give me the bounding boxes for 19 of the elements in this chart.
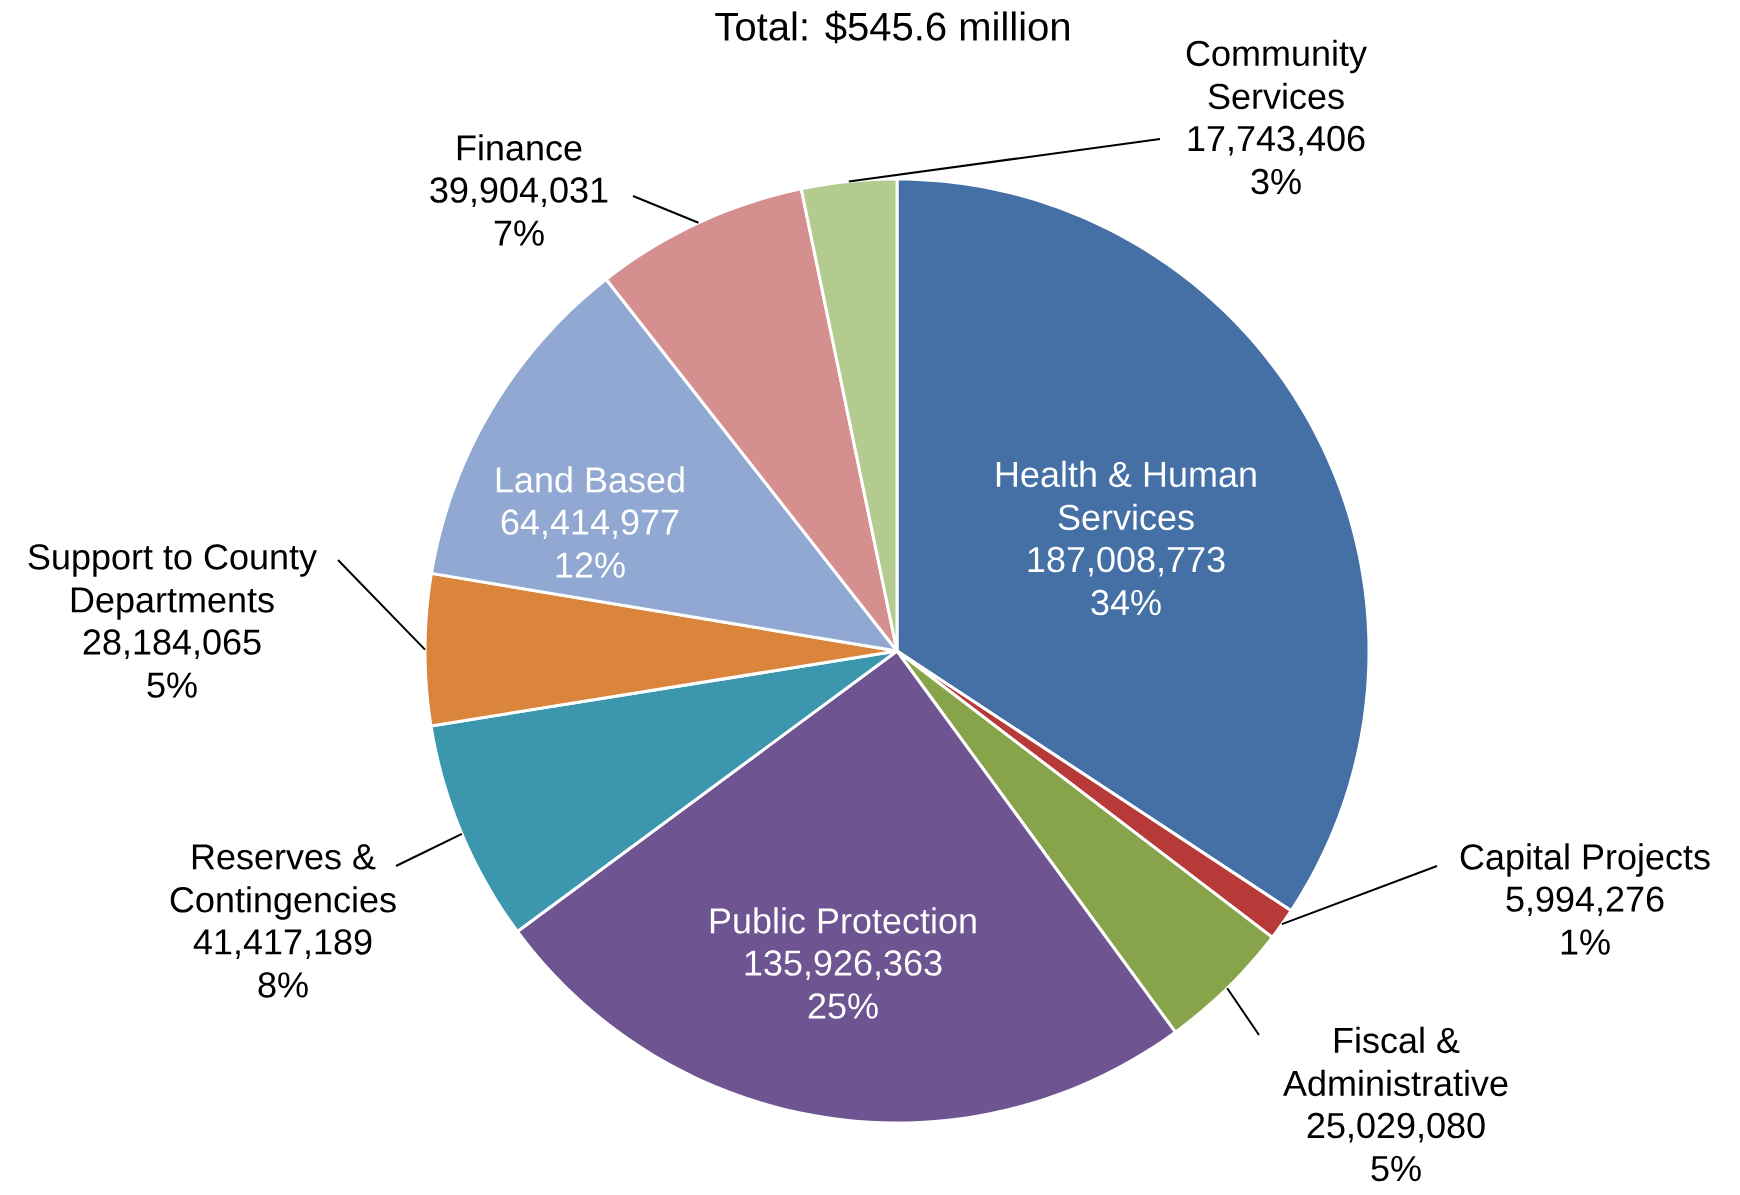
- slice-label: Health & Human Services: [996, 460, 1256, 531]
- data-label: 28,184,065 5%: [83, 629, 261, 698]
- data-label: 135,926,363 25%: [745, 950, 942, 1019]
- slice-label: Fiscal & Administrative: [1283, 1026, 1508, 1097]
- data-label: 39,904,031 7%: [430, 177, 608, 246]
- slice-label: Capital Projects: [1460, 843, 1710, 877]
- slice-label: Support to County Departments: [28, 544, 317, 620]
- slice-label: Reserves & Contingencies: [170, 844, 396, 920]
- data-label: 64,414,977 12%: [501, 509, 679, 578]
- data-label: 17,743,406 3%: [1188, 125, 1365, 195]
- data-label: 187,008,773 34%: [1028, 546, 1225, 616]
- slice-label: Land Based: [496, 466, 684, 493]
- data-label: 5,994,276 1%: [1506, 886, 1664, 955]
- data-label: 25,029,080 5%: [1307, 1112, 1485, 1182]
- slice-label: Finance: [457, 134, 582, 161]
- slice-label: Community Services: [1186, 39, 1367, 110]
- chart-title: Total: $545.6 million: [715, 10, 1069, 44]
- data-label: 41,417,189 8%: [193, 929, 372, 998]
- slice-label: Public Protection: [710, 907, 976, 934]
